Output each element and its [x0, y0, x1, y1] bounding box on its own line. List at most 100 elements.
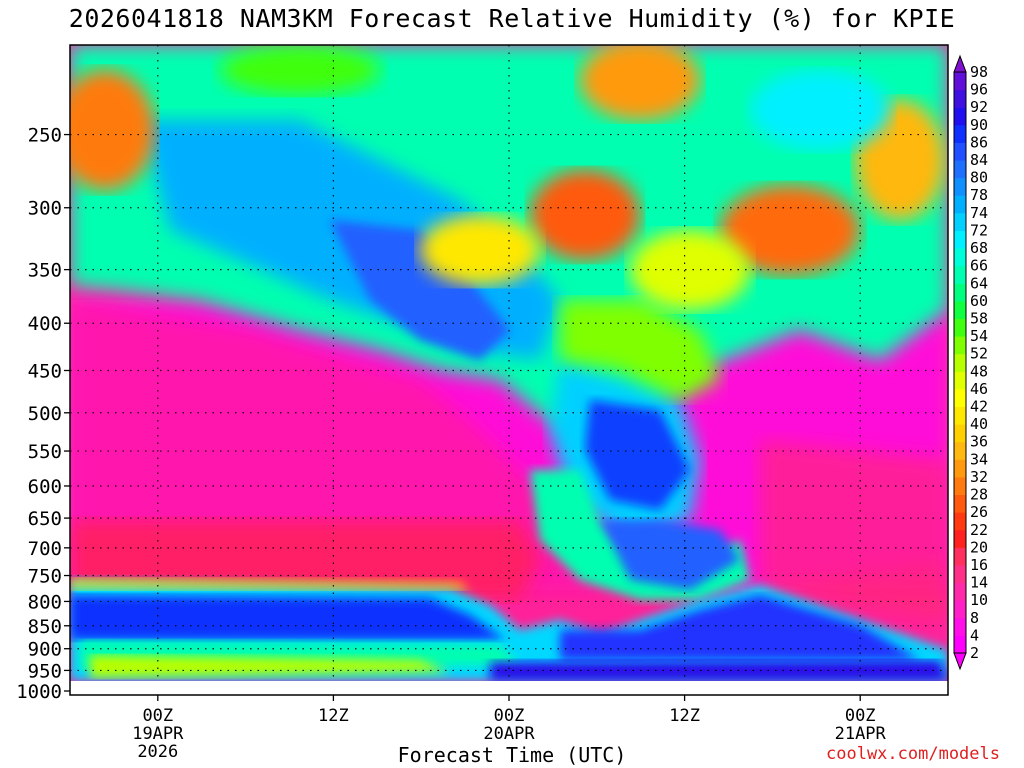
y-axis: 2503003504004505005506006507007508008509…: [16, 125, 70, 703]
x-tick-label: 20APR: [483, 724, 535, 744]
colorbar-level-label: 54: [970, 327, 988, 345]
y-tick-label: 450: [28, 360, 62, 382]
y-tick-label: 950: [28, 660, 62, 682]
colorbar-level-label: 42: [970, 398, 988, 416]
y-tick-label: 500: [28, 403, 62, 425]
colorbar-level-label: 40: [970, 415, 988, 433]
colorbar-swatch: [954, 459, 966, 478]
colorbar-swatch: [954, 424, 966, 443]
colorbar-swatch: [954, 582, 966, 601]
colorbar-max-arrow: [953, 54, 967, 73]
colorbar-level-label: 52: [970, 345, 988, 363]
colorbar-level-label: 46: [970, 380, 988, 398]
colorbar-swatch: [954, 265, 966, 284]
y-tick-label: 600: [28, 476, 62, 498]
x-tick-label: 2026: [137, 742, 178, 762]
y-tick-label: 300: [28, 198, 62, 220]
colorbar-swatch: [954, 512, 966, 531]
colorbar-swatch: [954, 195, 966, 214]
colorbar-swatch: [954, 177, 966, 196]
colorbar-level-label: 4: [970, 626, 979, 644]
colorbar-swatch: [954, 600, 966, 619]
colorbar-level-label: 58: [970, 309, 988, 327]
x-tick-label: 12Z: [669, 706, 700, 726]
x-tick-label: 00Z: [494, 706, 525, 726]
colorbar: 2481014162022262832343640424648525458606…: [953, 54, 988, 671]
colorbar-swatch: [954, 494, 966, 513]
colorbar-swatch: [954, 230, 966, 249]
y-tick-label: 700: [28, 538, 62, 560]
colorbar-swatch: [954, 388, 966, 408]
colorbar-swatch: [954, 635, 966, 654]
colorbar-swatch: [954, 248, 966, 267]
y-tick-label: 250: [28, 125, 62, 147]
colorbar-swatch: [954, 371, 966, 390]
x-tick-label: 00Z: [845, 706, 876, 726]
colorbar-swatch: [954, 107, 966, 126]
y-tick-label: 350: [28, 260, 62, 282]
colorbar-swatch: [954, 89, 966, 108]
y-tick-label: 550: [28, 441, 62, 463]
colorbar-swatch: [954, 124, 966, 143]
colorbar-level-label: 28: [970, 486, 988, 504]
y-tick-label: 650: [28, 508, 62, 530]
colorbar-level-label: 36: [970, 433, 988, 451]
colorbar-level-label: 64: [970, 274, 988, 292]
credit-text: coolwx.com/models: [826, 744, 1000, 764]
y-tick-label: 400: [28, 313, 62, 335]
colorbar-swatch: [954, 142, 966, 161]
colorbar-frame: [953, 71, 967, 654]
grid-lines: [70, 45, 948, 681]
x-tick-label: 21APR: [835, 724, 887, 744]
colorbar-swatch: [954, 617, 966, 636]
colorbar-level-label: 66: [970, 257, 988, 275]
colorbar-level-label: 90: [970, 116, 988, 134]
colorbar-min-arrow: [953, 652, 967, 671]
chart-title: 2026041818 NAM3KM Forecast Relative Humi…: [68, 4, 956, 33]
colorbar-level-label: 78: [970, 186, 988, 204]
colorbar-swatch: [954, 564, 966, 584]
colorbar-level-label: 2: [970, 644, 979, 662]
colorbar-level-label: 74: [970, 204, 988, 222]
humidity-field: [70, 45, 948, 681]
colorbar-level-label: 34: [970, 450, 988, 468]
colorbar-level-label: 16: [970, 556, 988, 574]
colorbar-swatch: [954, 72, 966, 91]
x-tick-label: 19APR: [132, 724, 184, 744]
colorbar-level-label: 98: [970, 63, 988, 81]
colorbar-level-label: 84: [970, 151, 988, 169]
colorbar-swatch: [954, 300, 966, 319]
colorbar-level-label: 32: [970, 468, 988, 486]
colorbar-swatch: [954, 353, 966, 372]
colorbar-swatch: [954, 283, 966, 302]
colorbar-level-label: 10: [970, 591, 988, 609]
colorbar-swatch: [954, 441, 966, 460]
colorbar-level-label: 48: [970, 362, 988, 380]
y-tick-label: 750: [28, 566, 62, 588]
colorbar-level-label: 26: [970, 503, 988, 521]
colorbar-level-label: 8: [970, 609, 979, 627]
x-tick-label: 00Z: [142, 706, 173, 726]
colorbar-level-label: 20: [970, 538, 988, 556]
y-tick-label: 1000: [16, 681, 62, 703]
y-tick-label: 800: [28, 591, 62, 613]
colorbar-level-label: 72: [970, 221, 988, 239]
x-axis-label: Forecast Time (UTC): [397, 743, 627, 767]
colorbar-level-label: 96: [970, 81, 988, 99]
colorbar-level-label: 22: [970, 521, 988, 539]
colorbar-level-label: 92: [970, 98, 988, 116]
y-tick-label: 850: [28, 616, 62, 638]
colorbar-swatch: [954, 160, 966, 179]
colorbar-level-label: 68: [970, 239, 988, 257]
colorbar-swatch: [954, 212, 966, 231]
colorbar-level-label: 14: [970, 574, 988, 592]
colorbar-swatch: [954, 547, 966, 566]
y-tick-label: 900: [28, 639, 62, 661]
colorbar-level-label: 60: [970, 292, 988, 310]
colorbar-level-label: 86: [970, 133, 988, 151]
colorbar-swatch: [954, 318, 966, 337]
colorbar-swatch: [954, 406, 966, 425]
x-tick-label: 12Z: [318, 706, 349, 726]
